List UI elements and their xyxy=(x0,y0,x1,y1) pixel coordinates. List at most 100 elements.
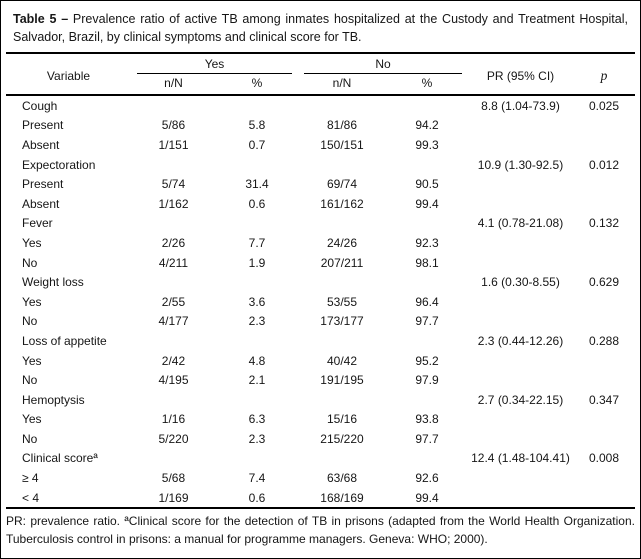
cell-pr xyxy=(468,429,573,449)
cell-no-pct: 94.2 xyxy=(415,118,439,133)
table-row-group: Expectoration 10.9 (1.30-92.5) 0.012 xyxy=(6,155,635,175)
cell-yes-pct: 2.1 xyxy=(248,373,266,388)
cell-variable: Loss of appetite xyxy=(21,333,107,348)
cell-no-pct xyxy=(386,95,468,116)
header-row-groups: Variable Yes No PR (95% CI) p xyxy=(6,53,635,83)
cell-variable: Yes xyxy=(21,294,42,309)
table-row: ≥ 4 5/68 7.4 63/68 92.6 xyxy=(6,468,635,488)
cell-yes-nn: 4/211 xyxy=(158,255,189,270)
cell-p: 0.008 xyxy=(588,451,620,466)
cell-p: 0.347 xyxy=(588,392,620,407)
cell-p xyxy=(573,253,635,273)
cell-yes-pct: 31.4 xyxy=(245,177,269,192)
cell-no-pct: 99.3 xyxy=(415,137,439,152)
table-row: Present 5/86 5.8 81/86 94.2 xyxy=(6,116,635,136)
cell-yes-nn: 2/42 xyxy=(161,353,186,368)
cell-pr: 8.8 (1.04-73.9) xyxy=(481,98,560,113)
cell-variable: Cough xyxy=(21,98,58,113)
col-header-pr: PR (95% CI) xyxy=(486,68,555,83)
cell-p xyxy=(573,292,635,312)
cell-no-pct: 96.4 xyxy=(415,294,439,309)
cell-p: 0.288 xyxy=(588,333,620,348)
cell-yes-nn xyxy=(131,95,216,116)
cell-pr xyxy=(468,468,573,488)
cell-yes-pct xyxy=(216,331,298,351)
cell-pr xyxy=(468,312,573,332)
cell-yes-nn: 1/16 xyxy=(161,412,186,427)
col-subheader-yes-pct: % xyxy=(251,76,263,90)
cell-no-pct: 97.7 xyxy=(415,431,439,446)
cell-yes-pct xyxy=(216,390,298,410)
cell-no-pct: 90.5 xyxy=(415,177,439,192)
cell-yes-nn: 5/86 xyxy=(161,118,186,133)
table-row: Absent 1/162 0.6 161/162 99.4 xyxy=(6,194,635,214)
data-table: Variable Yes No PR (95% CI) p n/N % n/N … xyxy=(5,52,635,510)
cell-variable: Absent xyxy=(21,137,60,152)
cell-yes-nn: 4/177 xyxy=(158,314,189,329)
cell-no-nn xyxy=(298,331,386,351)
cell-no-nn: 191/195 xyxy=(320,373,364,388)
header-row-subcolumns: n/N % n/N % xyxy=(6,74,635,95)
cell-pr xyxy=(468,135,573,155)
cell-no-pct: 97.7 xyxy=(415,314,439,329)
table-caption-text: Prevalence ratio of active TB among inma… xyxy=(13,12,628,44)
col-subheader-no-nn: n/N xyxy=(332,76,352,90)
cell-yes-nn: 1/169 xyxy=(158,490,189,505)
cell-no-nn: 215/220 xyxy=(320,431,364,446)
cell-no-pct xyxy=(386,272,468,292)
cell-no-nn: 168/169 xyxy=(320,490,364,505)
cell-no-pct: 95.2 xyxy=(415,353,439,368)
col-subheader-yes-nn: n/N xyxy=(164,76,183,90)
cell-variable: Fever xyxy=(21,216,53,231)
cell-yes-nn: 5/74 xyxy=(161,177,186,192)
cell-no-nn: 15/16 xyxy=(326,412,358,427)
cell-no-nn xyxy=(298,155,386,175)
cell-pr: 12.4 (1.48-104.41) xyxy=(471,451,570,466)
table-row-group: Cough 8.8 (1.04-73.9) 0.025 xyxy=(6,95,635,116)
table-row: Yes 2/42 4.8 40/42 95.2 xyxy=(6,351,635,371)
cell-no-pct xyxy=(386,155,468,175)
cell-p xyxy=(573,429,635,449)
cell-yes-nn: 1/151 xyxy=(158,137,189,152)
table-row-group: Loss of appetite 2.3 (0.44-12.26) 0.288 xyxy=(6,331,635,351)
cell-pr xyxy=(468,253,573,273)
cell-yes-nn: 4/195 xyxy=(158,373,189,388)
cell-no-pct xyxy=(386,390,468,410)
cell-no-nn xyxy=(298,95,386,116)
cell-pr xyxy=(468,351,573,371)
yes-spanner-rule: Yes xyxy=(136,57,292,74)
cell-yes-pct: 4.8 xyxy=(248,353,266,368)
table-row: Present 5/74 31.4 69/74 90.5 xyxy=(6,174,635,194)
cell-pr xyxy=(468,488,573,509)
col-subheader-no-pct: % xyxy=(421,76,433,90)
cell-yes-pct: 0.6 xyxy=(248,490,266,505)
table-row: No 4/195 2.1 191/195 97.9 xyxy=(6,370,635,390)
cell-yes-nn: 5/220 xyxy=(158,431,189,446)
cell-no-nn: 63/68 xyxy=(326,471,358,486)
cell-p: 0.012 xyxy=(588,157,620,172)
cell-no-pct: 92.6 xyxy=(415,471,439,486)
cell-pr: 10.9 (1.30-92.5) xyxy=(477,157,564,172)
cell-p xyxy=(573,370,635,390)
cell-p xyxy=(573,488,635,509)
cell-variable: Present xyxy=(21,118,64,133)
cell-yes-pct: 1.9 xyxy=(248,255,266,270)
cell-variable: Yes xyxy=(21,235,42,250)
table-body: Cough 8.8 (1.04-73.9) 0.025 Present 5/86 5.8… xyxy=(6,95,635,508)
cell-no-nn xyxy=(298,449,386,469)
cell-no-pct: 99.4 xyxy=(415,196,439,211)
cell-no-nn: 150/151 xyxy=(320,137,364,152)
cell-no-nn xyxy=(298,272,386,292)
cell-yes-nn xyxy=(131,272,216,292)
cell-variable: Weight loss xyxy=(21,275,84,290)
cell-no-nn: 40/42 xyxy=(326,353,358,368)
cell-no-nn: 173/177 xyxy=(320,314,364,329)
table-row-group: Fever 4.1 (0.78-21.08) 0.132 xyxy=(6,214,635,234)
table-header: Variable Yes No PR (95% CI) p n/N % n/N … xyxy=(5,53,635,95)
cell-yes-pct: 7.4 xyxy=(248,471,266,486)
cell-yes-pct xyxy=(216,95,298,116)
cell-yes-nn xyxy=(131,214,216,234)
cell-yes-nn: 1/162 xyxy=(158,196,189,211)
cell-p xyxy=(573,174,635,194)
